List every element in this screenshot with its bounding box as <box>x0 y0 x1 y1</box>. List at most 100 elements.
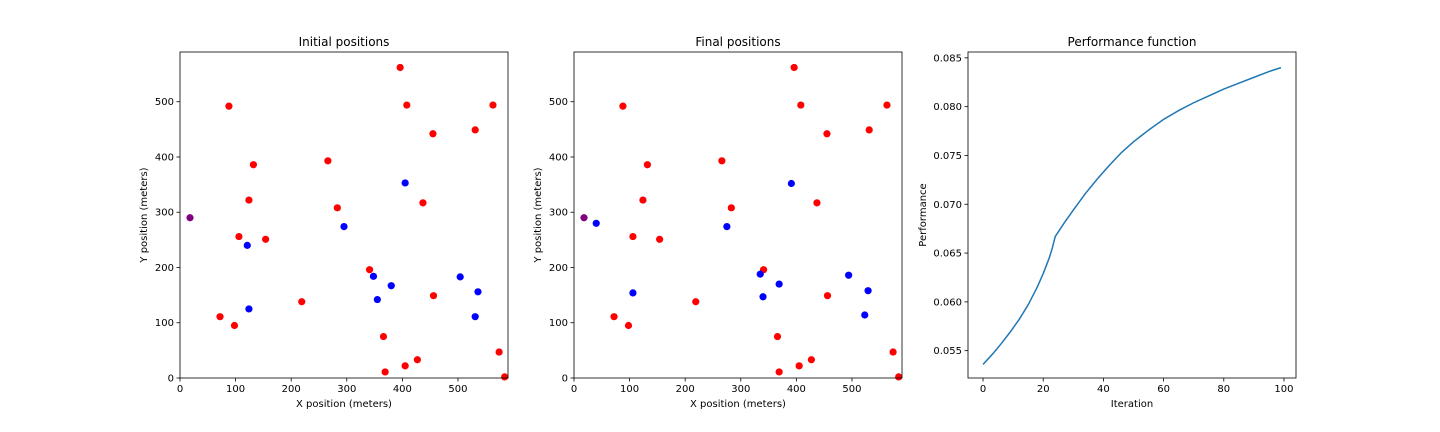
y-tick-label: 0.080 <box>933 102 962 113</box>
y-axis-label: Performance <box>918 183 929 246</box>
scatter-point <box>619 102 627 110</box>
y-tick-label: 0.075 <box>933 151 962 162</box>
scatter-point <box>629 289 637 297</box>
scatter-point <box>883 101 891 109</box>
scatter-point <box>401 362 409 370</box>
y-tick-label: 400 <box>155 152 174 163</box>
scatter-point <box>610 313 618 321</box>
x-tick-label: 60 <box>1157 384 1170 395</box>
axes-frame <box>967 51 1297 379</box>
scatter-point <box>403 101 411 109</box>
y-tick-label: 400 <box>549 152 568 163</box>
y-axis-label: Y position (meters) <box>533 167 544 263</box>
scatter-point <box>656 235 664 243</box>
x-tick-label: 80 <box>1217 384 1230 395</box>
scatter-point <box>489 101 497 109</box>
scatter-point <box>864 287 872 295</box>
y-tick-label: 0.060 <box>933 297 962 308</box>
scatter-point <box>373 295 381 304</box>
scatter-point <box>592 219 600 227</box>
scatter-point <box>807 356 815 364</box>
scatter-point <box>471 126 479 134</box>
y-tick-label: 0 <box>562 374 568 385</box>
x-tick-label: 100 <box>226 384 245 395</box>
scatter-point <box>381 368 389 376</box>
x-axis-label: Iteration <box>1111 399 1153 410</box>
scatter-point <box>823 130 831 138</box>
y-tick-label: 300 <box>549 208 568 219</box>
scatter-point <box>692 298 700 306</box>
chart-title: Initial positions <box>299 35 390 49</box>
scatter-point <box>727 204 735 212</box>
scatter-point <box>474 288 482 296</box>
scatter-point <box>889 348 897 356</box>
x-axis-label: X position (meters) <box>296 399 392 410</box>
scatter-point <box>456 273 464 281</box>
y-tick-label: 100 <box>549 318 568 329</box>
scatter-point <box>365 266 374 274</box>
scatter-point <box>429 292 438 300</box>
x-tick-label: 200 <box>676 384 695 395</box>
scatter-point <box>639 196 647 204</box>
scatter-point <box>245 305 253 313</box>
scatter-point <box>775 280 783 288</box>
scatter-point <box>795 362 803 370</box>
y-tick-label: 500 <box>549 97 568 108</box>
scatter-point <box>298 298 306 306</box>
x-tick-label: 0 <box>571 384 577 395</box>
scatter-point <box>333 204 341 212</box>
scatter-point <box>396 63 404 72</box>
x-tick-label: 0 <box>980 384 986 395</box>
scatter-point <box>369 272 378 280</box>
scatter-point <box>216 313 224 321</box>
x-tick-label: 100 <box>1274 384 1293 395</box>
y-tick-label: 500 <box>155 97 174 108</box>
scatter-point <box>797 101 805 109</box>
scatter-point <box>790 63 798 72</box>
x-tick-label: 300 <box>337 384 356 395</box>
y-tick-label: 200 <box>155 263 174 274</box>
y-tick-label: 0.070 <box>933 200 962 211</box>
scatter-point <box>249 161 257 169</box>
x-tick-label: 100 <box>620 384 639 395</box>
scatter-point <box>643 161 651 169</box>
scatter-point <box>230 321 239 330</box>
scatter-point <box>580 214 588 222</box>
scatter-point <box>243 241 251 249</box>
scatter-point <box>775 368 783 376</box>
scatter-point <box>773 332 782 341</box>
scatter-point <box>419 199 427 207</box>
y-tick-label: 300 <box>155 208 174 219</box>
scatter-point <box>865 126 873 134</box>
scatter-point <box>245 196 253 204</box>
y-tick-label: 0.085 <box>933 53 962 64</box>
scatter-point <box>624 321 633 330</box>
scatter-point <box>429 130 437 138</box>
scatter-point <box>379 332 388 341</box>
scatter-point <box>225 102 233 110</box>
y-tick-label: 0.065 <box>933 249 962 260</box>
x-axis-label: X position (meters) <box>690 399 786 410</box>
chart-panel-2: 0 100 200 300 400 500 0 100 200 300 400 500 Final po… <box>533 35 903 410</box>
scatter-point <box>845 271 853 279</box>
y-tick-label: 100 <box>155 318 174 329</box>
x-tick-label: 400 <box>787 384 806 395</box>
scatter-point <box>186 214 194 222</box>
y-tick-label: 0 <box>168 374 174 385</box>
scatter-point <box>471 313 479 321</box>
scatter-point <box>495 348 503 356</box>
chart-title: Final positions <box>695 35 780 49</box>
x-tick-label: 300 <box>731 384 750 395</box>
scatter-point <box>823 292 832 300</box>
x-tick-label: 500 <box>842 384 861 395</box>
scatter-point <box>413 356 421 364</box>
x-tick-label: 500 <box>448 384 467 395</box>
scatter-point <box>718 157 726 165</box>
x-tick-label: 20 <box>1037 384 1050 395</box>
chart-title: Performance function <box>1068 35 1197 49</box>
y-axis-label: Y position (meters) <box>139 167 150 263</box>
x-tick-label: 40 <box>1097 384 1110 395</box>
scatter-point <box>262 235 270 243</box>
scatter-point <box>813 199 821 207</box>
